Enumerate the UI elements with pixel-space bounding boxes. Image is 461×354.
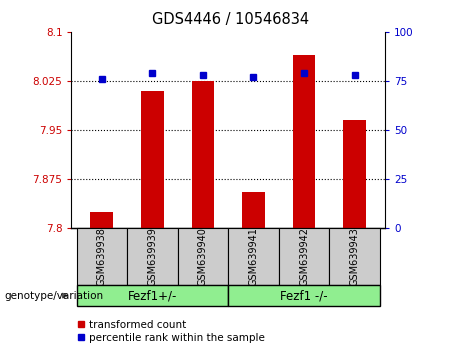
Bar (90, 212, 113, 228)
Bar (77, 228, 127, 285)
Text: GSM639939: GSM639939 (148, 227, 157, 286)
Bar (177, 228, 228, 285)
Legend: transformed count, percentile rank within the sample: transformed count, percentile rank withi… (77, 320, 265, 343)
Bar (279, 228, 329, 285)
Text: GSM639938: GSM639938 (97, 227, 107, 286)
Text: GDS4446 / 10546834: GDS4446 / 10546834 (152, 12, 309, 27)
Text: GSM639943: GSM639943 (349, 227, 360, 286)
Text: GSM639940: GSM639940 (198, 227, 208, 286)
Bar (141, 91, 164, 228)
Bar (343, 120, 366, 228)
Text: genotype/variation: genotype/variation (5, 291, 104, 301)
Bar (127, 228, 177, 285)
Bar (228, 285, 380, 306)
Bar (242, 192, 265, 228)
Bar (329, 228, 380, 285)
Text: Fezf1 -/-: Fezf1 -/- (280, 289, 328, 302)
Bar (293, 55, 315, 228)
Text: Fezf1+/-: Fezf1+/- (128, 289, 177, 302)
Bar (228, 228, 279, 285)
Bar (191, 81, 214, 228)
Bar (77, 285, 228, 306)
Text: GSM639942: GSM639942 (299, 227, 309, 286)
Text: GSM639941: GSM639941 (248, 227, 259, 286)
